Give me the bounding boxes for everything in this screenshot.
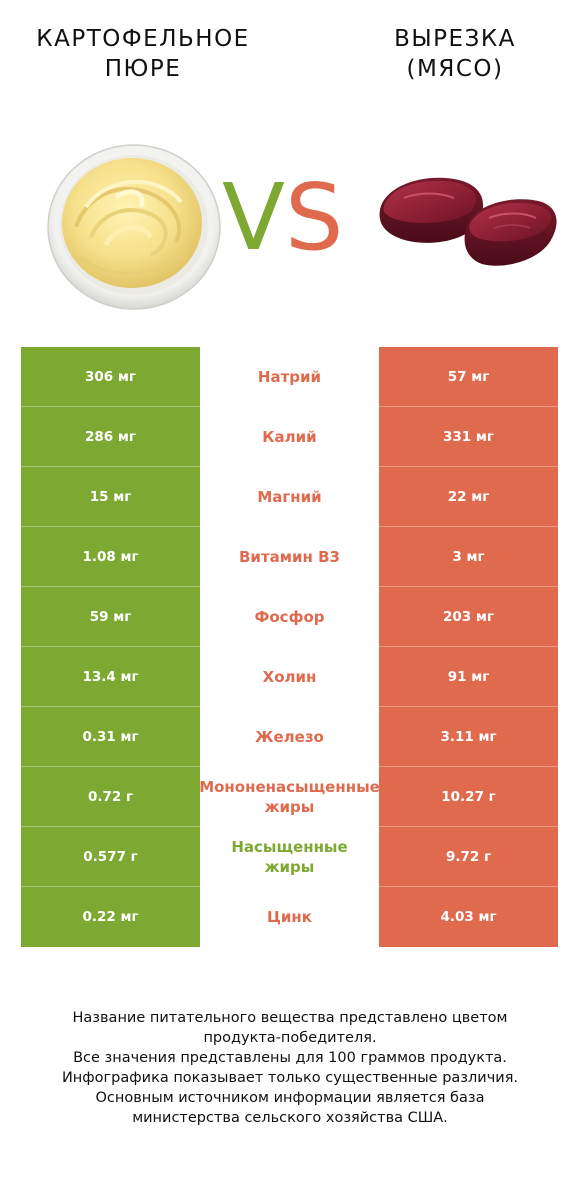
vs-s-letter: S	[284, 164, 344, 271]
left-value: 286 мг	[21, 407, 200, 467]
left-title-line-1: КАРТОФЕЛЬНОЕ	[36, 26, 250, 52]
vs-v-letter: V	[222, 164, 285, 271]
left-value: 0.31 мг	[21, 707, 200, 767]
right-value: 3.11 мг	[379, 707, 558, 767]
nutrient-name: Витамин B3	[200, 527, 379, 586]
nutrient-name-line: Насыщенные	[231, 837, 348, 856]
left-value: 306 мг	[21, 347, 200, 407]
right-value: 331 мг	[379, 407, 558, 467]
nutrient-name-line: Натрий	[257, 367, 322, 386]
right-title-line-2: (МЯСО)	[406, 56, 504, 82]
nutrient-name: Магний	[200, 467, 379, 526]
table-row: 1.08 мг Витамин B3 3 мг	[21, 527, 558, 587]
left-value: 1.08 мг	[21, 527, 200, 587]
footer-line: министерства сельского хозяйства США.	[132, 1110, 448, 1126]
nutrient-name-line: Фосфор	[254, 607, 325, 626]
nutrient-name: Натрий	[200, 347, 379, 406]
nutrient-name-line: Калий	[262, 427, 317, 446]
table-row: 0.31 мг Железо 3.11 мг	[21, 707, 558, 767]
nutrient-name-line: Витамин B3	[239, 547, 340, 566]
table-row: 286 мг Калий 331 мг	[21, 407, 558, 467]
left-product-title: КАРТОФЕЛЬНОЕ ПЮРЕ	[18, 24, 268, 84]
nutrient-name-line: жиры	[264, 857, 315, 876]
table-row: 59 мг Фосфор 203 мг	[21, 587, 558, 647]
table-row: 0.72 г Мононенасыщенные жиры 10.27 г	[21, 767, 558, 827]
left-value: 13.4 мг	[21, 647, 200, 707]
nutrient-name: Цинк	[200, 887, 379, 946]
nutrient-name-line: Холин	[262, 667, 317, 686]
mashed-potato-image	[47, 144, 221, 310]
table-row: 13.4 мг Холин 91 мг	[21, 647, 558, 707]
left-value: 0.577 г	[21, 827, 200, 887]
table-row: 15 мг Магний 22 мг	[21, 467, 558, 527]
nutrient-name: Калий	[200, 407, 379, 466]
right-value: 203 мг	[379, 587, 558, 647]
left-value: 15 мг	[21, 467, 200, 527]
nutrient-name: Мононенасыщенные жиры	[200, 767, 379, 826]
left-value: 0.22 мг	[21, 887, 200, 947]
left-value: 59 мг	[21, 587, 200, 647]
footer-line: Все значения представлены для 100 граммо…	[73, 1050, 507, 1066]
right-value: 10.27 г	[379, 767, 558, 827]
footer-line: продукта-победителя.	[203, 1030, 377, 1046]
footer-line: Название питательного вещества представл…	[72, 1010, 508, 1026]
footer-line: Основным источником информации является …	[95, 1090, 485, 1106]
right-value: 22 мг	[379, 467, 558, 527]
nutrient-name-line: Магний	[257, 487, 322, 506]
right-value: 57 мг	[379, 347, 558, 407]
left-title-line-2: ПЮРЕ	[104, 56, 182, 82]
right-value: 91 мг	[379, 647, 558, 707]
nutrient-name: Холин	[200, 647, 379, 706]
table-row: 0.22 мг Цинк 4.03 мг	[21, 887, 558, 947]
right-value: 3 мг	[379, 527, 558, 587]
left-value: 0.72 г	[21, 767, 200, 827]
nutrient-name: Фосфор	[200, 587, 379, 646]
footer-line: Инфографика показывает только существенн…	[61, 1070, 519, 1086]
table-row: 0.577 г Насыщенные жиры 9.72 г	[21, 827, 558, 887]
nutrient-name-line: Мононенасыщенные	[200, 777, 379, 796]
right-value: 9.72 г	[379, 827, 558, 887]
nutrient-name: Насыщенные жиры	[200, 827, 379, 886]
beef-steak-image	[379, 177, 557, 266]
right-title-line-1: ВЫРЕЗКА	[394, 26, 516, 52]
nutrient-name: Железо	[200, 707, 379, 766]
nutrient-name-line: Цинк	[267, 907, 312, 926]
nutrient-name-line: жиры	[264, 797, 315, 816]
footer-notes: Название питательного вещества представл…	[20, 1008, 560, 1128]
versus-label: VS	[222, 168, 343, 268]
right-value: 4.03 мг	[379, 887, 558, 947]
comparison-table: 306 мг Натрий 57 мг 286 мг Калий 331 мг …	[21, 347, 558, 947]
nutrient-name-line: Железо	[255, 727, 324, 746]
table-row: 306 мг Натрий 57 мг	[21, 347, 558, 407]
right-product-title: ВЫРЕЗКА (МЯСО)	[370, 24, 540, 84]
